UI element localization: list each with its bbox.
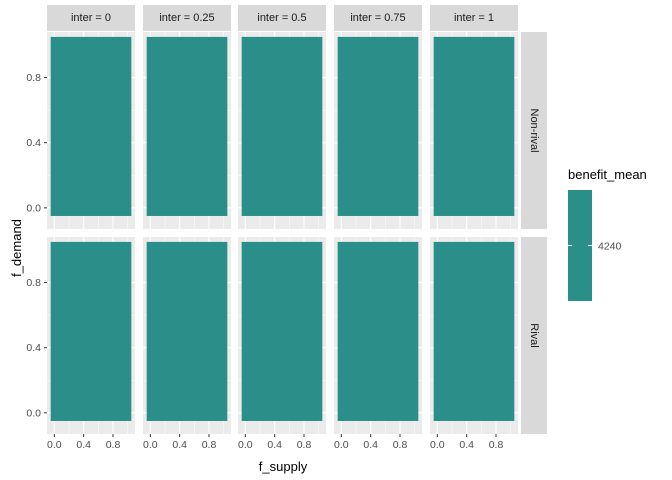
row-strip: Rival	[521, 237, 547, 434]
col-strip: inter = 0	[47, 5, 135, 31]
x-tick-label: 0.8	[106, 439, 121, 451]
x-axis-title: f_supply	[259, 459, 308, 474]
col-strip-background	[47, 5, 135, 31]
heat-tile	[433, 241, 515, 421]
heat-tile	[241, 36, 323, 216]
x-tick-label: 0.4	[267, 439, 282, 451]
facet-panel	[47, 237, 135, 434]
row-strip: Non-rival	[521, 32, 547, 229]
row-strip-label: Non-rival	[528, 108, 540, 152]
x-tick-label: 0.0	[334, 439, 349, 451]
col-strip-background	[238, 5, 326, 31]
y-axis-title: f_demand	[9, 219, 24, 277]
facet-panel	[143, 237, 231, 434]
facet-panel	[238, 32, 326, 229]
x-tick-label: 0.0	[238, 439, 253, 451]
col-strip: inter = 0.75	[334, 5, 422, 31]
row-strip-label: Rival	[528, 323, 540, 347]
legend: benefit_mean 4240	[568, 167, 647, 301]
heat-tile	[50, 241, 132, 421]
x-tick-label: 0.4	[76, 439, 91, 451]
x-tick-label: 0.0	[47, 439, 62, 451]
row-strip-background	[521, 32, 547, 229]
y-tick-label: 0.8	[26, 72, 41, 84]
y-tick-label: 0.4	[26, 137, 41, 149]
x-tick-label: 0.8	[297, 439, 312, 451]
facet-panels	[47, 32, 518, 434]
heat-tile	[146, 241, 228, 421]
y-tick-label: 0.4	[26, 342, 41, 354]
facet-panel	[430, 32, 518, 229]
col-strip-background	[334, 5, 422, 31]
col-strip-label: inter = 0.25	[159, 12, 214, 24]
heat-tile	[146, 36, 228, 216]
heat-tile	[337, 36, 419, 216]
legend-label: 4240	[598, 241, 622, 253]
heat-tile	[337, 241, 419, 421]
x-tick-label: 0.8	[393, 439, 408, 451]
x-tick-label: 0.0	[430, 439, 445, 451]
row-strip-background	[521, 237, 547, 434]
facet-panel	[47, 32, 135, 229]
x-tick-label: 0.8	[489, 439, 504, 451]
heat-tile	[241, 241, 323, 421]
col-strip-background	[143, 5, 231, 31]
y-tick-label: 0.0	[26, 202, 41, 214]
y-tick-label: 0.8	[26, 277, 41, 289]
col-strip: inter = 0.5	[238, 5, 326, 31]
x-tick-label: 0.4	[363, 439, 378, 451]
x-tick-label: 0.4	[459, 439, 474, 451]
col-strip: inter = 1	[430, 5, 518, 31]
x-tick-label: 0.8	[202, 439, 217, 451]
x-tick-label: 0.4	[172, 439, 187, 451]
facet-panel	[238, 237, 326, 434]
y-axis: 0.0 0.4 0.8 0.0 0.4 0.8	[26, 72, 47, 419]
heat-tile	[50, 36, 132, 216]
heat-tile	[433, 36, 515, 216]
facet-strips: Non-rival Rival inter = 0 inter = 0.25 inter…	[47, 5, 547, 434]
col-strip: inter = 0.25	[143, 5, 231, 31]
col-strip-label: inter = 0.75	[350, 12, 405, 24]
col-strip-label: inter = 1	[454, 12, 494, 24]
facet-panel	[334, 32, 422, 229]
y-tick-label: 0.0	[26, 407, 41, 419]
col-strip-label: inter = 0.5	[257, 12, 306, 24]
x-axis: 0.0 0.4 0.8 0.0 0.4 0.8 0.0 0.4 0.8 0.0 0.4 0.8 0.0 0…	[47, 434, 503, 451]
legend-title: benefit_mean	[568, 167, 647, 182]
facet-panel	[334, 237, 422, 434]
facet-panel	[143, 32, 231, 229]
facet-panel	[430, 237, 518, 434]
col-strip-label: inter = 0	[71, 12, 111, 24]
x-tick-label: 0.0	[143, 439, 158, 451]
col-strip-background	[430, 5, 518, 31]
